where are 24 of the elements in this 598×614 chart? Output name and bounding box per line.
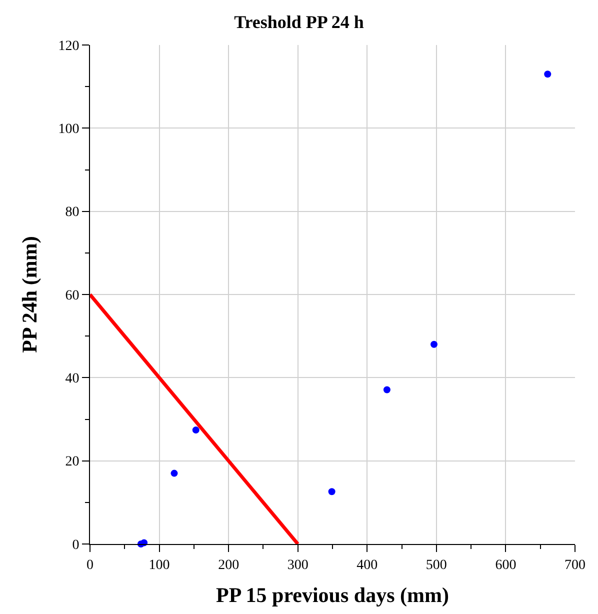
x-axis-title: PP 15 previous days (mm) — [216, 583, 449, 607]
point — [383, 386, 390, 394]
x-tick-label: 700 — [564, 558, 586, 573]
x-tick-label: 100 — [148, 558, 170, 573]
chart-title: Treshold PP 24 h — [234, 12, 364, 32]
point — [170, 470, 178, 477]
y-tick-label: 0 — [72, 538, 80, 553]
y-tick-label: 80 — [65, 205, 80, 220]
y-tick-label: 20 — [65, 454, 80, 470]
point — [544, 70, 552, 78]
x-tick-label: 0 — [86, 558, 94, 573]
point — [192, 426, 200, 434]
x-tick-label: 300 — [287, 558, 308, 573]
y-tick-label: 60 — [65, 288, 80, 304]
x-tick-label: 200 — [218, 558, 240, 573]
point — [328, 488, 336, 496]
y-tick-label: 120 — [58, 38, 80, 54]
x-tick-label: 400 — [356, 558, 378, 573]
point — [430, 340, 438, 348]
x-tick-label: 500 — [426, 558, 447, 573]
y-axis-title: PP 24h (mm) — [17, 236, 42, 353]
y-tick-label: 100 — [58, 122, 80, 138]
x-tick-label: 600 — [495, 558, 516, 573]
y-tick-label: 40 — [65, 372, 80, 387]
